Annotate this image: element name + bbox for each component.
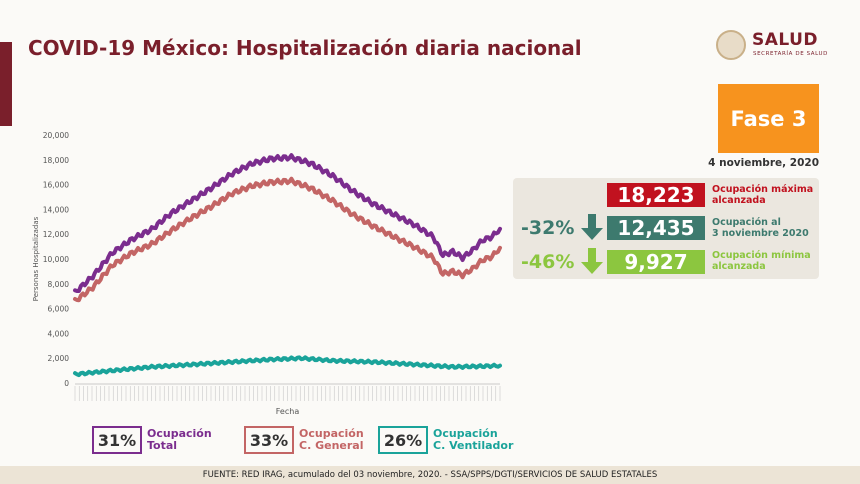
current-label-line1: Ocupación al	[712, 217, 781, 228]
page-title: COVID-19 México: Hospitalización diaria …	[28, 36, 582, 60]
logo-subtext: SECRETARÍA DE SALUD	[753, 51, 829, 57]
series-line-2	[73, 355, 502, 378]
legend-line1: Ocupación	[299, 427, 364, 440]
legend-label-total: Ocupación Total	[147, 428, 212, 452]
y-tick-label: 20,000	[43, 131, 69, 140]
y-tick-label: 4,000	[48, 329, 70, 338]
min-value-box: 9,927	[607, 250, 705, 274]
y-tick-label: 16,000	[43, 181, 69, 190]
y-tick-label: 6,000	[48, 305, 70, 314]
current-value-box: 12,435	[607, 216, 705, 240]
arrow-down-icon	[581, 214, 603, 240]
y-tick-label: 18,000	[43, 156, 69, 165]
legend-label-general: Ocupación C. General	[299, 428, 364, 452]
max-label: Ocupación máxima alcanzada	[712, 184, 813, 206]
phase-badge: Fase 3	[718, 84, 819, 153]
legend-line1: Ocupación	[147, 427, 212, 440]
x-axis-label: Fecha	[276, 407, 300, 416]
salud-logo: SALUD SECRETARÍA DE SALUD	[716, 28, 836, 68]
max-label-line1: Ocupación máxima	[712, 184, 814, 195]
y-tick-label: 2,000	[48, 354, 70, 363]
current-change: -32%	[521, 217, 575, 239]
logo-text: SALUD	[752, 30, 819, 50]
y-tick-label: 12,000	[43, 230, 69, 239]
min-label: Ocupación mínima alcanzada	[712, 250, 811, 272]
legend-line1: Ocupación	[433, 427, 498, 440]
legend-pct-ventilador: 26%	[378, 426, 428, 454]
legend-pct-general: 33%	[244, 426, 294, 454]
legend-line2: Total	[147, 439, 178, 452]
series-line-0	[73, 153, 502, 293]
series-line-1	[73, 176, 502, 303]
emblem-icon	[716, 30, 746, 60]
legend-label-ventilador: Ocupación C. Ventilador	[433, 428, 513, 452]
arrow-down-icon	[581, 248, 603, 274]
y-tick-label: 14,000	[43, 205, 69, 214]
max-value-box: 18,223	[607, 183, 705, 207]
accent-bar	[0, 42, 12, 126]
current-label-line2: 3 noviembre 2020	[712, 228, 809, 239]
legend-pct-total: 31%	[92, 426, 142, 454]
current-label: Ocupación al 3 noviembre 2020	[712, 217, 809, 239]
min-change: -46%	[521, 251, 575, 273]
y-axis-label: Personas Hospitalizadas	[32, 216, 40, 301]
legend-line2: C. Ventilador	[433, 439, 514, 452]
min-label-line2: alcanzada	[712, 261, 766, 272]
min-label-line1: Ocupación mínima	[712, 250, 811, 261]
legend-line2: C. General	[299, 439, 364, 452]
report-date: 4 noviembre, 2020	[708, 157, 819, 169]
y-tick-label: 10,000	[43, 255, 69, 264]
hospitalization-chart: 0 2,000 4,000 6,000 8,000 10,000 12,000 14,000 1…	[32, 131, 502, 416]
y-tick-label: 0	[64, 379, 69, 388]
y-tick-label: 8,000	[48, 280, 70, 289]
source-footer: FUENTE: RED IRAG, acumulado del 03 novie…	[0, 466, 860, 484]
max-label-line2: alcanzada	[712, 195, 766, 206]
